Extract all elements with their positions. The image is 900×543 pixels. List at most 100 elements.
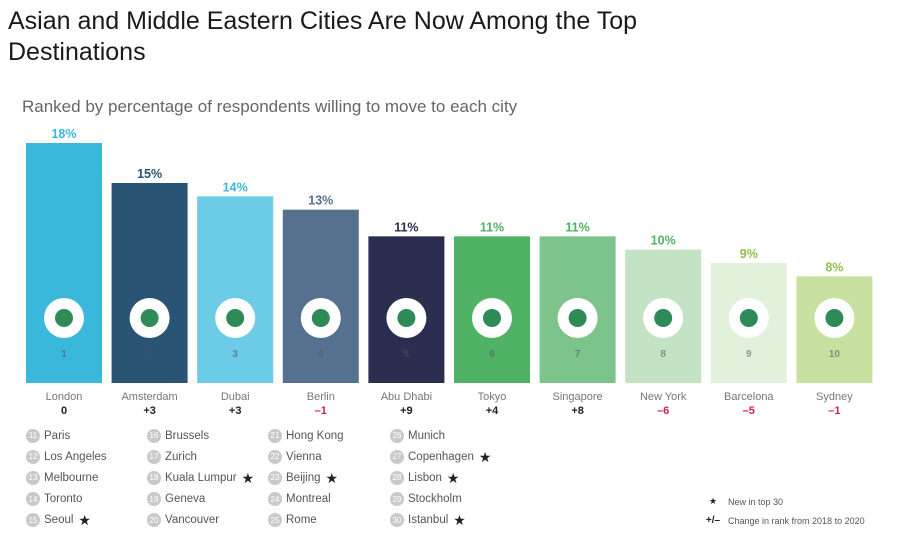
star-icon: ★	[446, 469, 460, 486]
city-column: 21 Hong Kong 22 Vienna 23 Beijing ★ 24 Montreal 2…	[268, 425, 344, 531]
rank-badge: 16	[147, 428, 161, 443]
chart-subtitle: Ranked by percentage of respondents will…	[22, 97, 518, 116]
rank-label: 7	[575, 349, 581, 360]
rank-badge: 25	[268, 513, 282, 528]
city-name: Istanbul	[408, 514, 449, 527]
value-label: 11%	[480, 220, 504, 234]
rank-badge: 11	[26, 428, 40, 443]
rank-change: –6	[657, 405, 669, 417]
list-item: 25 Rome	[268, 510, 344, 531]
icon-glyph	[226, 309, 245, 327]
city-name: Seoul	[44, 514, 74, 527]
rank-label: 2	[147, 349, 153, 360]
rank-badge: 13	[26, 470, 40, 485]
city-label: Dubai	[221, 391, 250, 403]
city-label: Amsterdam	[121, 391, 177, 403]
value-label: 10%	[651, 234, 676, 248]
rank-change: –1	[828, 405, 840, 417]
value-label: 9%	[740, 247, 758, 261]
value-label: 11%	[394, 220, 418, 234]
city-name: Los Angeles	[44, 450, 107, 463]
value-label: 8%	[825, 260, 843, 274]
bar-chart: 18% 1 London 0 15% 2 Amsterdam +3 14% 3 Dubai +3 13%…	[26, 127, 873, 417]
rank-label: 8	[660, 349, 666, 360]
city-name: Montreal	[286, 493, 331, 506]
city-name: Zurich	[165, 450, 197, 463]
rank-change: +8	[571, 405, 584, 417]
rank-badge: 28	[390, 470, 404, 485]
city-name: Rome	[286, 514, 317, 527]
list-item: 18 Kuala Lumpur ★	[147, 467, 254, 488]
rank-change: +9	[400, 405, 413, 417]
rank-label: 10	[829, 349, 841, 360]
list-item: 17 Zurich	[147, 446, 254, 467]
legend-new-label: New in top 30	[728, 496, 784, 507]
value-label: 18%	[51, 127, 76, 141]
bar	[111, 183, 188, 383]
legend-change-symbol: +/–	[705, 515, 721, 526]
city-column: 16 Brussels 17 Zurich 18 Kuala Lumpur ★ 19 Genev…	[147, 425, 254, 531]
list-item: 21 Hong Kong	[268, 425, 344, 446]
city-name: Munich	[408, 429, 446, 442]
list-item: 30 Istanbul ★	[390, 510, 491, 531]
rank-badge: 27	[390, 449, 404, 464]
rank-badge: 24	[268, 492, 282, 507]
rank-change: –1	[315, 405, 327, 417]
icon-glyph	[654, 309, 673, 327]
list-item: 28 Lisbon ★	[390, 467, 491, 488]
rank-badge: 23	[268, 470, 282, 485]
legend-change-label: Change in rank from 2018 to 2020	[728, 515, 865, 526]
value-label: 15%	[137, 167, 162, 181]
list-item: 15 Seoul ★	[26, 510, 107, 531]
rank-badge: 17	[147, 449, 161, 464]
value-label: 11%	[565, 220, 589, 234]
list-item: 16 Brussels	[147, 425, 254, 446]
city-name: Paris	[44, 429, 71, 442]
rank-badge: 26	[390, 428, 404, 443]
star-icon: ★	[453, 512, 466, 529]
icon-glyph	[739, 309, 758, 327]
value-label: 13%	[308, 194, 333, 208]
bar	[26, 143, 102, 383]
city-name: Toronto	[44, 493, 83, 506]
rank-badge: 19	[147, 492, 161, 507]
rank-change: +4	[486, 405, 499, 417]
list-item: 11 Paris	[26, 425, 107, 446]
city-label: Abu Dhabi	[381, 391, 432, 403]
city-name: Kuala Lumpur	[165, 471, 237, 484]
city-name: Copenhagen	[408, 450, 474, 463]
rank-badge: 18	[147, 470, 161, 485]
rank-label: 6	[489, 349, 495, 360]
city-column: 11 Paris 12 Los Angeles 13 Melbourne 14 Toronto…	[26, 425, 107, 531]
rank-badge: 30	[390, 513, 404, 528]
star-icon: ★	[708, 496, 718, 506]
star-icon: ★	[78, 512, 91, 529]
rank-label: 1	[61, 349, 67, 360]
star-icon: ★	[325, 469, 339, 486]
icon-glyph	[311, 309, 330, 327]
list-item: 22 Vienna	[268, 446, 344, 467]
city-label: Barcelona	[724, 391, 774, 403]
city-name: Melbourne	[44, 471, 99, 484]
icon-glyph	[568, 309, 587, 327]
bar	[282, 209, 359, 383]
list-item: 27 Copenhagen ★	[390, 446, 491, 467]
city-name: Lisbon	[408, 471, 442, 484]
city-name: Beijing	[286, 471, 321, 484]
city-label: New York	[640, 391, 687, 403]
rank-change: +3	[143, 405, 156, 417]
list-item: 23 Beijing ★	[268, 467, 344, 488]
city-name: Vienna	[286, 450, 322, 463]
city-label: Sydney	[816, 391, 853, 403]
rank-badge: 14	[26, 492, 40, 507]
rank-badge: 15	[26, 513, 40, 528]
legend-new: ★ New in top 30	[702, 496, 783, 507]
rank-badge: 29	[390, 492, 404, 507]
icon-glyph	[140, 309, 159, 327]
rank-label: 3	[232, 349, 238, 360]
icon-glyph	[825, 309, 844, 327]
icon-glyph	[55, 309, 73, 327]
icon-glyph	[397, 309, 416, 327]
city-name: Brussels	[165, 429, 210, 442]
rank-change: –5	[743, 405, 755, 417]
